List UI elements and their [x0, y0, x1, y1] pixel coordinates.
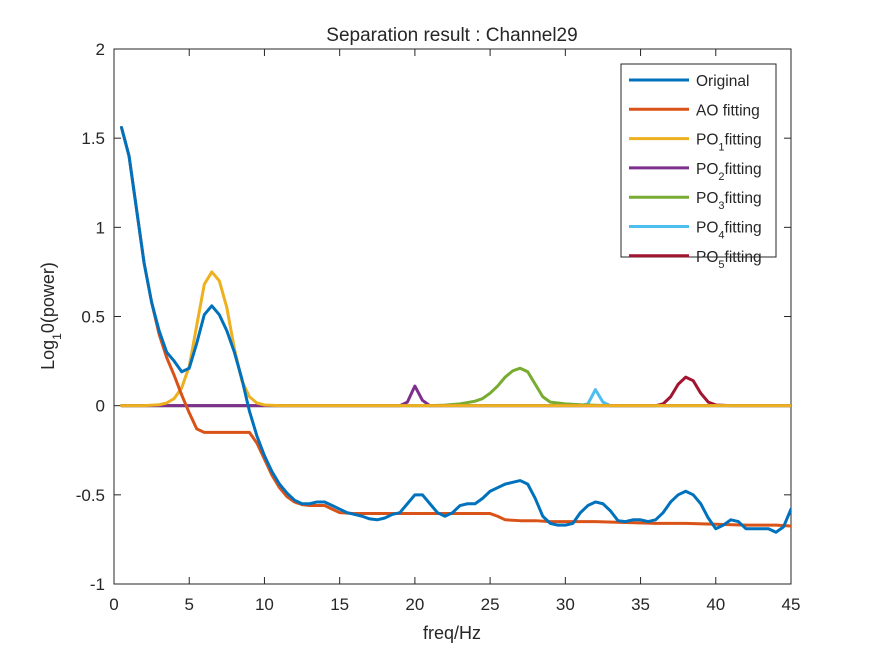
legend-label-rest: fitting [725, 249, 762, 266]
x-tick-label: 15 [330, 595, 349, 614]
x-tick-label: 10 [255, 595, 274, 614]
legend-entry-po4fitting: PO4fitting [629, 220, 762, 242]
legend-entry-po3fitting: PO3fitting [629, 190, 762, 212]
legend-entry-po2fitting: PO2fitting [629, 161, 762, 183]
y-tick-label: 0 [96, 397, 105, 416]
legend-label-base: PO [696, 161, 718, 178]
legend-label-rest: fitting [725, 161, 762, 178]
legend-entry-original: Original [629, 73, 749, 90]
legend-label: PO4fitting [696, 220, 762, 242]
x-tick-label: 5 [184, 595, 193, 614]
y-axis-label: Log10(power) [38, 262, 64, 370]
legend-label-rest: fitting [725, 190, 762, 207]
legend-label: PO2fitting [696, 161, 762, 183]
x-tick-label: 30 [556, 595, 575, 614]
x-tick-label: 35 [631, 595, 650, 614]
legend-box [620, 63, 777, 258]
legend-label-base: PO [696, 220, 718, 237]
x-tick-label: 45 [782, 595, 801, 614]
axis-ticks [113, 48, 792, 585]
legend-label-base: PO [696, 132, 718, 149]
legend-entry-po1fitting: PO1fitting [629, 132, 762, 154]
legend-label-base: Original [696, 73, 749, 90]
legend-label-subscript: 2 [718, 171, 724, 183]
legend-label-subscript: 3 [718, 200, 724, 212]
legend-entry-ao-fitting: AO fitting [629, 102, 760, 119]
tick-labels: 0 5 10 15 20 25 30 35 40 45-1-0.500.511.52 [76, 40, 801, 614]
y-axis-label-subscript: 1 [50, 333, 64, 340]
legend-label: PO1fitting [696, 132, 762, 154]
series-line-po1fitting [120, 270, 791, 408]
legend-label: PO3fitting [696, 190, 762, 212]
y-axis-label-rest: 0(power) [38, 262, 58, 333]
legend-label-subscript: 1 [718, 142, 724, 154]
x-tick-label: 40 [706, 595, 725, 614]
x-tick-label: 20 [405, 595, 424, 614]
x-tick-label: 0 [109, 595, 118, 614]
legend-label: PO5fitting [696, 249, 762, 271]
chart-title: Separation result : Channel29 [326, 25, 577, 46]
legend-label: AO fitting [696, 102, 760, 119]
y-tick-label: -0.5 [76, 486, 105, 505]
series-lines [120, 125, 791, 534]
y-tick-label: 1 [96, 218, 105, 237]
y-tick-label: 2 [96, 40, 105, 59]
y-axis-label-base: Log [38, 340, 58, 370]
y-tick-label: 0.5 [81, 308, 105, 327]
legend-label-base: PO [696, 190, 718, 207]
y-tick-label: -1 [90, 575, 105, 594]
legend-label-base: PO [696, 249, 718, 266]
legend-label-base: AO fitting [696, 102, 760, 119]
legend-label: Original [696, 73, 749, 90]
legend-label-rest: fitting [725, 220, 762, 237]
series-line-original [120, 125, 791, 534]
legend-label-subscript: 5 [718, 259, 724, 271]
legend-entry-po5fitting: PO5fitting [629, 249, 762, 271]
legend-label-subscript: 4 [718, 230, 724, 242]
legend-label-rest: fitting [725, 132, 762, 149]
y-tick-label: 1.5 [81, 129, 105, 148]
x-tick-label: 25 [481, 595, 500, 614]
x-axis-label: freq/Hz [423, 623, 481, 643]
